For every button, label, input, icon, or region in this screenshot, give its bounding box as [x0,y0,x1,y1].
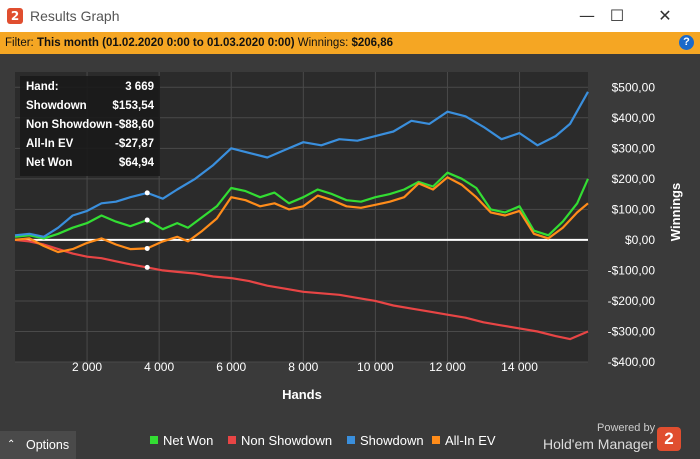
x-tick-label: 14 000 [501,360,538,374]
x-axis-label: Hands [282,387,322,402]
hover-markers [144,190,150,270]
tooltip-label: All-In EV [26,138,74,150]
legend-item-showdown[interactable]: Showdown [347,433,424,448]
series-line-non-showdown [14,238,589,341]
legend-item-all-in-ev[interactable]: All-In EV [432,433,496,448]
tooltip-value: $153,54 [112,100,154,112]
maximize-button[interactable]: ☐ [609,6,625,25]
series-line-all-in-ev [14,176,589,254]
y-tick-label: -$200,00 [608,294,656,308]
options-button[interactable]: ⌃ Options [0,431,76,459]
tooltip-value: $64,94 [118,157,154,169]
minimize-button[interactable]: — [579,6,595,25]
brand-logo-icon: 2 [657,427,681,451]
y-tick-label: -$100,00 [608,263,656,277]
y-tick-label: $300,00 [612,141,656,155]
winnings-value: $206,86 [351,37,394,49]
series-line-showdown [14,91,589,238]
y-tick-label: $400,00 [612,111,656,125]
legend-label: Showdown [360,433,424,448]
legend-item-non-showdown[interactable]: Non Showdown [228,433,332,448]
y-tick-label: $500,00 [612,80,656,94]
tooltip-label: Net Won [26,157,73,169]
marker-all-in-ev [144,245,150,251]
legend-item-net-won[interactable]: Net Won [150,433,213,448]
chevron-up-icon: ⌃ [7,439,16,450]
legend-label: All-In EV [445,433,496,448]
x-tick-label: 6 000 [216,360,246,374]
powered-by-text: Powered by [597,422,656,434]
brand-name: Hold'em Manager [543,436,654,452]
close-button[interactable]: ✕ [658,6,672,25]
series-group [14,91,590,341]
legend-swatch [228,436,236,444]
app-logo-icon: 2 [7,8,23,24]
y-tick-labels: -$400,00 -$300,00 -$200,00 -$100,00 $0,00 $10… [608,80,656,369]
y-tick-label: $100,00 [612,202,656,216]
filter-summary: Filter: This month (01.02.2020 0:00 to 0… [5,32,393,54]
y-axis-label: Winnings [668,183,683,241]
legend-swatch [432,436,440,444]
series-line-net-won [14,171,590,240]
x-tick-label: 10 000 [357,360,394,374]
marker-net-won [144,217,150,223]
tooltip-label: Non Showdown [26,119,113,131]
marker-showdown [144,190,150,196]
winnings-label: Winnings: [297,37,349,49]
x-tick-labels: 2 000 4 000 6 000 8 000 10 000 12 000 14 000 [72,360,538,374]
legend-label: Net Won [163,433,214,448]
y-tick-label: $0,00 [625,233,655,247]
legend-swatch [150,436,158,444]
tooltip-row: Hand: 3 669 [26,81,154,99]
x-tick-label: 12 000 [429,360,466,374]
tooltip-value: -$88,60 [114,119,154,131]
x-tick-label: 8 000 [288,360,318,374]
y-tick-label: -$400,00 [608,355,656,369]
tooltip-row: All-In EV -$27,87 [26,138,154,156]
tooltip-row: Net Won $64,94 [26,157,154,175]
results-chart: -$400,00 -$300,00 -$200,00 -$100,00 $0,00 $10… [0,54,700,431]
tooltip-value: 3 669 [125,81,154,93]
y-tick-label: -$300,00 [608,324,656,338]
help-icon[interactable]: ? [679,35,694,50]
marker-non-showdown [144,264,150,270]
tooltip-label: Showdown [26,100,87,112]
tooltip-value: -$27,87 [114,138,154,150]
x-tick-label: 4 000 [144,360,174,374]
tooltip-row: Non Showdown -$88,60 [26,119,154,137]
filter-bar: Filter: This month (01.02.2020 0:00 to 0… [0,32,700,54]
filter-label: Filter: [5,37,34,49]
window-title: Results Graph [30,8,120,24]
tooltip-row: Showdown $153,54 [26,100,154,118]
tooltip-label: Hand: [26,81,59,93]
x-tick-label: 2 000 [72,360,102,374]
y-tick-label: $200,00 [612,172,656,186]
filter-text[interactable]: This month (01.02.2020 0:00 to 01.03.202… [36,37,295,49]
hand-tooltip: Hand: 3 669 Showdown $153,54 Non Showdown -$8… [20,76,160,176]
legend-swatch [347,436,355,444]
title-bar: 2 Results Graph — ☐ ✕ [0,0,700,32]
legend-label: Non Showdown [241,433,333,448]
options-label: Options [26,438,70,452]
